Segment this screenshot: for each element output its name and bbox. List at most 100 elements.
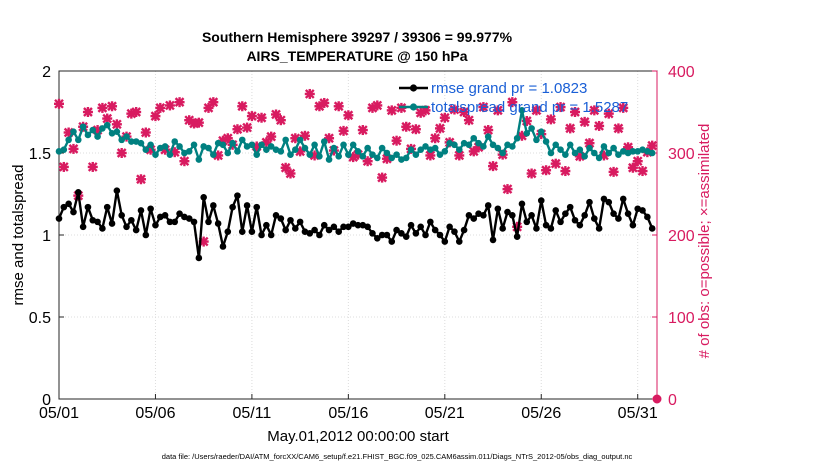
obs-count-marker	[603, 108, 614, 119]
obs-count-marker	[579, 116, 590, 127]
rmse-point	[494, 205, 502, 213]
totalspread-point	[103, 121, 111, 129]
totalspread-point	[94, 133, 101, 140]
x-tick-label: 05/06	[135, 405, 175, 422]
rmse-point	[412, 230, 420, 237]
obs-count-marker	[111, 119, 122, 130]
rmse-point	[65, 200, 72, 208]
totalspread-point	[70, 128, 77, 135]
totalspread-point	[234, 148, 241, 155]
rmse-point	[383, 231, 391, 239]
totalspread-point	[557, 146, 564, 154]
legend-swatch-marker	[409, 103, 418, 111]
rmse-point	[224, 228, 232, 236]
totalspread-point	[152, 151, 159, 158]
totalspread-point	[89, 126, 97, 134]
y-tick-label-right: 100	[668, 310, 695, 327]
rmse-point	[504, 208, 511, 216]
rmse-point	[465, 212, 473, 219]
obs-count-marker	[193, 117, 204, 128]
obs-count-marker	[266, 131, 277, 142]
obs-count-series	[54, 88, 662, 404]
obs-count-marker	[275, 115, 286, 126]
obs-count-marker	[613, 123, 624, 134]
obs-count-marker	[357, 125, 368, 136]
obs-count-marker	[463, 115, 474, 126]
totalspread-point	[325, 156, 333, 163]
rmse-point	[354, 221, 362, 229]
obs-count-marker	[232, 124, 243, 135]
rmse-point	[113, 187, 121, 195]
obs-count-marker	[242, 122, 253, 133]
rmse-point	[431, 226, 439, 234]
totalspread-point	[195, 156, 203, 163]
rmse-point	[214, 220, 222, 227]
obs-count-marker	[333, 101, 344, 112]
totalspread-point	[320, 138, 328, 145]
rmse-point	[615, 215, 622, 222]
y-tick-label-left: 0.5	[29, 310, 51, 327]
totalspread-point	[369, 151, 376, 158]
totalspread-point	[316, 152, 323, 160]
totalspread-series	[55, 107, 656, 163]
totalspread-point	[523, 130, 531, 137]
totalspread-point	[84, 131, 92, 139]
y-tick-label-right: 300	[668, 146, 695, 163]
rmse-point	[70, 208, 77, 216]
totalspread-point	[455, 146, 463, 154]
obs-count-marker	[425, 150, 436, 161]
totalspread-point	[205, 144, 212, 152]
rmse-point	[185, 215, 193, 222]
legend: rmse grand pr = 1.0823 totalspread grand …	[399, 80, 628, 116]
rmse-point	[586, 198, 593, 206]
obs-count-marker	[589, 105, 600, 116]
obs-count-marker	[68, 143, 79, 154]
totalspread-point	[253, 151, 261, 158]
x-tick-label: 05/26	[521, 405, 561, 422]
rmse-point	[644, 213, 651, 221]
rmse-point	[205, 218, 212, 226]
totalspread-point	[509, 143, 516, 150]
totalspread-point	[335, 152, 343, 160]
totalspread-point	[142, 146, 150, 154]
obs-count-marker	[304, 88, 315, 99]
data-file-footnote: data file: /Users/raeder/DAI/ATM_forcXX/…	[162, 452, 633, 461]
obs-count-marker	[391, 135, 402, 146]
rmse-point	[311, 226, 318, 234]
y-tick-label-left: 1	[42, 228, 51, 245]
y-tick-label-left: 2	[42, 64, 51, 81]
legend-label: rmse grand pr = 1.0823	[431, 80, 587, 97]
totalspread-point	[383, 149, 391, 157]
totalspread-point	[238, 136, 246, 144]
rmse-point	[320, 221, 328, 229]
y-tick-label-right: 400	[668, 64, 695, 81]
obs-count-marker	[618, 102, 629, 113]
obs-count-marker	[632, 156, 643, 167]
rmse-point	[171, 218, 179, 226]
obs-count-marker	[434, 123, 445, 134]
rmse-point	[364, 223, 371, 231]
obs-count-marker	[58, 161, 69, 172]
totalspread-point	[224, 149, 232, 157]
obs-count-marker	[174, 97, 185, 108]
totalspread-point	[552, 141, 560, 149]
totalspread-point	[258, 141, 265, 149]
obs-count-marker	[565, 123, 576, 134]
rmse-point	[624, 210, 632, 217]
totalspread-point	[533, 136, 540, 144]
totalspread-point	[147, 141, 154, 149]
obs-count-marker	[237, 101, 248, 112]
obs-count-marker	[208, 97, 219, 108]
obs-count-marker	[488, 161, 499, 172]
rmse-point	[94, 218, 101, 226]
totalspread-point	[566, 141, 574, 149]
rmse-point	[84, 203, 92, 211]
totalspread-point	[65, 136, 72, 144]
rmse-point	[282, 226, 289, 234]
rmse-point	[513, 233, 521, 240]
obs-count-marker	[338, 125, 349, 136]
obs-count-marker	[478, 102, 489, 113]
rmse-point	[591, 215, 598, 222]
rmse-point	[566, 203, 574, 211]
